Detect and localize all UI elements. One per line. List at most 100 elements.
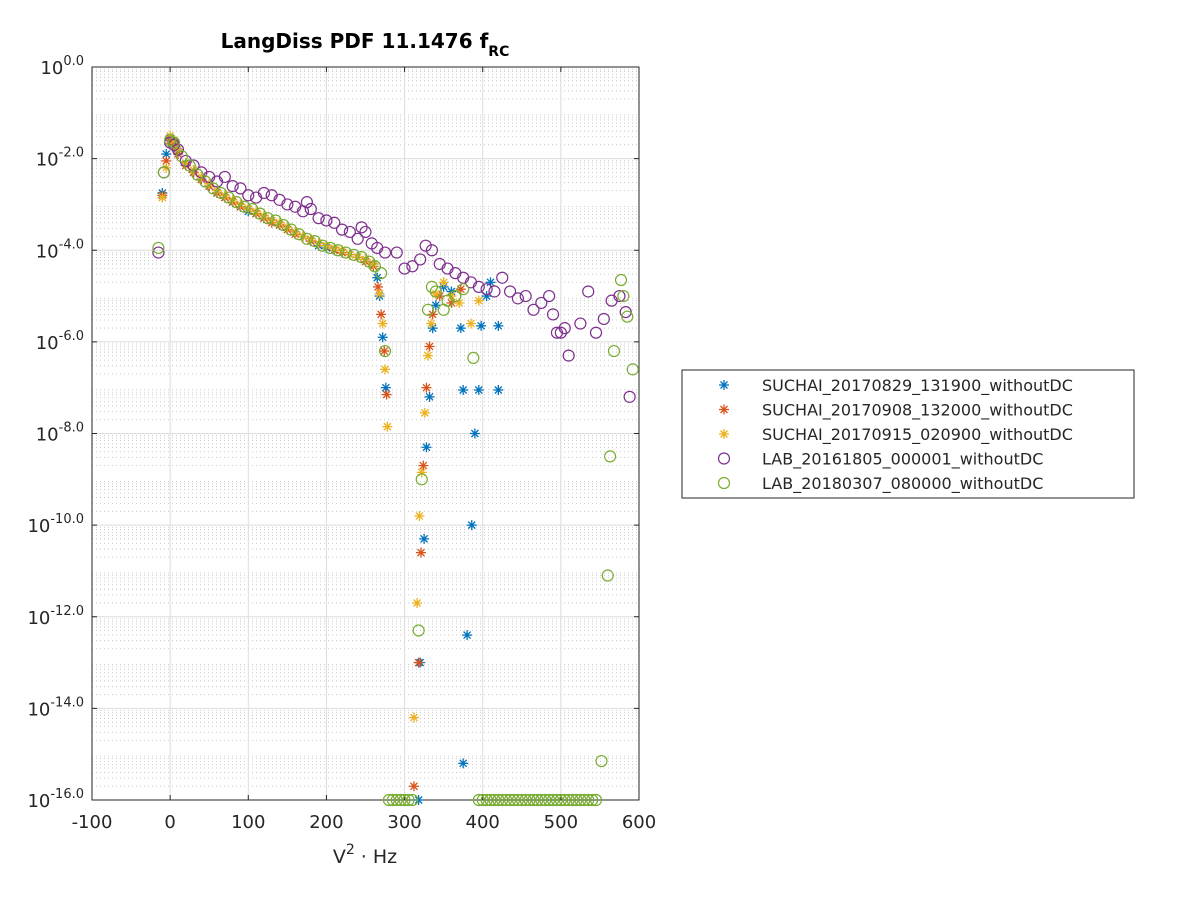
- axis-ticks: [91, 66, 640, 801]
- data-point: [429, 285, 442, 298]
- data-point: [380, 382, 391, 393]
- data-point: [376, 309, 387, 320]
- data-point: [582, 285, 595, 298]
- data-point: [234, 182, 247, 195]
- data-point: [543, 793, 556, 807]
- data-point: [438, 277, 449, 288]
- data-point: [218, 170, 231, 184]
- data-point: [427, 323, 438, 334]
- data-point: [415, 547, 426, 558]
- y-tick-label: 10-12.0: [27, 604, 84, 629]
- data-point: [558, 322, 571, 335]
- data-point: [519, 289, 532, 303]
- data-point: [554, 793, 567, 807]
- data-point: [582, 793, 595, 807]
- data-point: [324, 241, 337, 255]
- data-point: [167, 136, 181, 149]
- data-point: [316, 239, 329, 252]
- legend-item: SUCHAI_20170908_132000_withoutDC: [719, 401, 1073, 421]
- data-point: [626, 363, 639, 376]
- data-point: [398, 262, 411, 275]
- legend-marker: [719, 380, 729, 390]
- x-tick-label: 0: [164, 812, 175, 833]
- y-tick-label: 10-8.0: [36, 421, 84, 446]
- data-point: [386, 793, 399, 807]
- data-point: [282, 222, 293, 233]
- data-point: [503, 793, 517, 807]
- data-point: [219, 190, 230, 201]
- x-tick-label: 500: [544, 812, 578, 833]
- data-point: [375, 267, 388, 280]
- data-point: [457, 283, 470, 296]
- data-point: [423, 350, 434, 361]
- data-point: [390, 246, 403, 259]
- data-point: [424, 341, 435, 352]
- data-point: [546, 793, 560, 807]
- chart-title-subscript: RC: [488, 44, 509, 60]
- data-point: [558, 793, 571, 807]
- data-point: [566, 793, 579, 807]
- data-point: [473, 295, 484, 306]
- data-point: [408, 781, 419, 792]
- data-point: [515, 793, 528, 807]
- data-point: [493, 320, 504, 331]
- data-point: [419, 407, 430, 418]
- legend-item: LAB_20161805_000001_withoutDC: [717, 450, 1043, 470]
- data-point: [523, 793, 536, 807]
- x-axis-title: V2 · Hz: [333, 842, 397, 868]
- data-point: [425, 280, 439, 293]
- data-point: [398, 793, 411, 807]
- series-5: [152, 134, 639, 807]
- x-axis-title-main: V: [333, 846, 346, 868]
- legend-box: [681, 369, 1135, 499]
- data-point: [467, 351, 480, 365]
- data-point: [511, 793, 524, 807]
- data-point: [424, 391, 435, 402]
- data-point: [394, 793, 407, 807]
- data-point: [408, 712, 419, 723]
- data-point: [455, 323, 466, 334]
- data-point: [300, 196, 313, 209]
- data-point: [427, 309, 438, 320]
- data-point: [570, 793, 583, 807]
- data-point: [374, 288, 385, 299]
- data-point: [574, 793, 587, 807]
- legend-marker: [719, 429, 729, 439]
- x-tick-label: 100: [231, 812, 265, 833]
- legend-marker: [719, 404, 729, 415]
- data-point: [613, 289, 626, 303]
- legend-label: SUCHAI_20170829_131900_withoutDC: [762, 376, 1073, 396]
- data-point: [304, 202, 317, 216]
- data-point: [480, 283, 493, 296]
- data-point: [343, 225, 356, 239]
- y-tick-label: 10-6.0: [36, 329, 84, 354]
- data-point: [378, 246, 392, 259]
- data-point: [601, 569, 614, 582]
- data-point: [476, 793, 489, 807]
- data-point: [242, 189, 255, 202]
- data-marks: [152, 130, 639, 807]
- data-point: [251, 206, 262, 217]
- data-point: [161, 155, 172, 166]
- data-point: [554, 326, 567, 339]
- data-point: [157, 192, 168, 203]
- data-point: [535, 793, 548, 807]
- data-point: [419, 239, 432, 252]
- data-point: [368, 260, 381, 273]
- data-point: [466, 520, 477, 531]
- data-point: [481, 291, 492, 302]
- data-point: [183, 159, 196, 172]
- chart-title: LangDiss PDF 11.1476 fRC: [221, 29, 510, 60]
- chart-title-main: LangDiss PDF 11.1476 f: [221, 29, 489, 53]
- data-point: [543, 289, 556, 303]
- data-point: [413, 657, 424, 668]
- data-point: [377, 332, 388, 343]
- data-point: [511, 292, 524, 305]
- data-point: [351, 232, 364, 245]
- data-point: [527, 303, 540, 316]
- data-point: [191, 168, 204, 181]
- data-point: [360, 254, 371, 265]
- data-point: [465, 318, 476, 329]
- data-point: [531, 793, 544, 807]
